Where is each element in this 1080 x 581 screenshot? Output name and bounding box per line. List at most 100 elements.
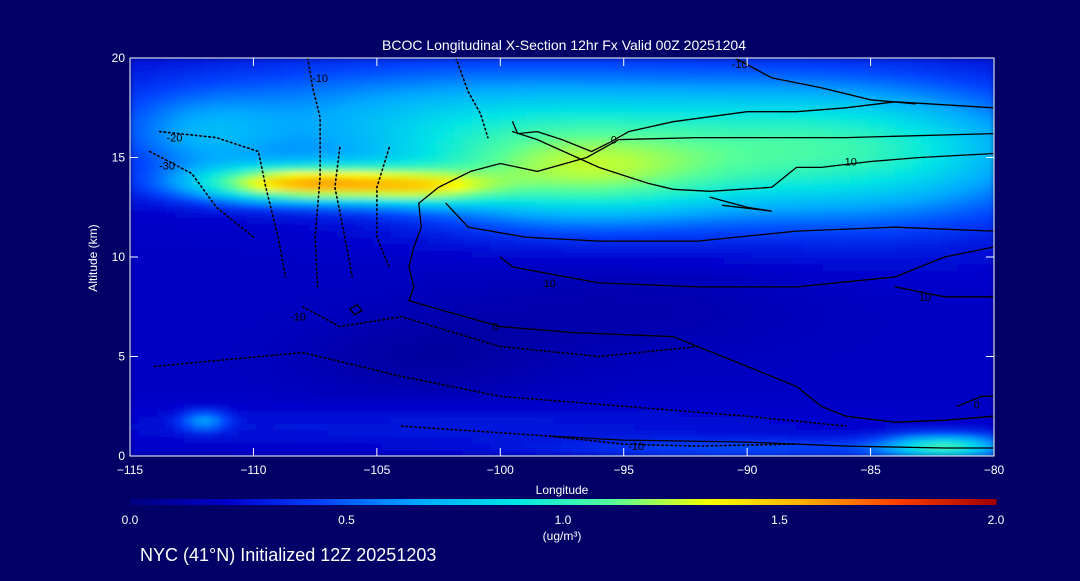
heatmap-cell [940,230,950,238]
heatmap-cell [931,402,941,411]
heatmap-cell [976,270,986,278]
heatmap-cell [193,402,203,411]
heatmap-cell [220,383,230,391]
heatmap-cell [733,276,743,285]
heatmap-cell [913,296,923,305]
heatmap-cell [445,157,455,165]
heatmap-cell [409,449,419,456]
heatmap-cell [526,329,536,338]
heatmap-cell [904,316,914,325]
heatmap-cell [967,336,977,345]
heatmap-cell [427,184,437,192]
heatmap-cell [346,184,356,192]
heatmap-cell [823,164,833,172]
heatmap-cell [661,449,671,456]
heatmap-cell [157,376,167,384]
heatmap-cell [175,217,185,225]
heatmap-cell [742,257,752,265]
heatmap-cell [517,170,527,179]
heatmap-cell [625,449,635,456]
heatmap-cell [760,124,770,132]
heatmap-cell [517,442,527,451]
heatmap-cell [526,429,536,437]
heatmap-cell [580,356,590,364]
heatmap-cell [175,117,185,126]
heatmap-cell [688,184,698,192]
heatmap-cell [526,290,536,298]
heatmap-cell [904,184,914,192]
heatmap-cell [643,402,653,411]
heatmap-cell [499,416,509,424]
heatmap-cell [535,250,545,258]
heatmap-cell [850,223,860,232]
heatmap-cell [859,137,869,146]
heatmap-cell [436,343,446,351]
heatmap-cell [679,369,689,378]
heatmap-cell [265,117,275,126]
heatmap-cell [688,117,698,126]
heatmap-cell [238,144,248,152]
heatmap-cell [517,237,527,245]
heatmap-cell [139,429,149,437]
heatmap-cell [148,422,158,431]
heatmap-cell [391,436,401,444]
heatmap-cell [481,157,491,165]
heatmap-cell [355,416,365,424]
heatmap-cell [616,184,626,192]
heatmap-cell [391,283,401,291]
heatmap-cell [409,190,419,199]
heatmap-cell [787,369,797,378]
heatmap-cell [202,389,212,398]
heatmap-cell [958,336,968,345]
heatmap-cell [409,336,419,345]
heatmap-cell [382,184,392,192]
heatmap-cell [517,363,527,371]
heatmap-cell [778,376,788,384]
heatmap-cell [499,383,509,391]
heatmap-cell [355,442,365,451]
heatmap-cell [382,237,392,245]
heatmap-cell [598,449,608,456]
heatmap-cell [958,310,968,318]
heatmap-cell [211,376,221,384]
heatmap-cell [535,177,545,185]
heatmap-cell [841,137,851,146]
heatmap-cell [607,130,617,139]
heatmap-cell [409,157,419,165]
heatmap-cell [922,243,932,252]
heatmap-cell [202,296,212,305]
heatmap-cell [328,396,338,404]
heatmap-cell [166,203,176,212]
heatmap-cell [742,217,752,225]
heatmap-cell [625,230,635,238]
heatmap-cell [616,150,626,159]
heatmap-cell [958,190,968,199]
heatmap-cell [589,243,599,252]
heatmap-cell [148,197,158,205]
heatmap-cell [139,389,149,398]
heatmap-cell [490,164,500,172]
heatmap-cell [184,442,194,451]
heatmap-cell [292,144,302,152]
heatmap-cell [436,369,446,378]
heatmap-cell [967,217,977,225]
heatmap-cell [409,197,419,205]
heatmap-cell [895,449,905,456]
heatmap-cell [391,402,401,411]
heatmap-cell [292,383,302,391]
heatmap-cell [301,124,311,132]
heatmap-cell [328,429,338,437]
heatmap-cell [652,137,662,146]
heatmap-cell [625,144,635,152]
heatmap-cell [751,117,761,126]
heatmap-cell [859,164,869,172]
heatmap-cell [823,396,833,404]
heatmap-cell [472,263,482,272]
heatmap-cell [382,336,392,345]
heatmap-cell [427,323,437,331]
heatmap-cell [940,409,950,417]
heatmap-cell [373,203,383,212]
heatmap-cell [373,296,383,305]
heatmap-cell [724,263,734,272]
